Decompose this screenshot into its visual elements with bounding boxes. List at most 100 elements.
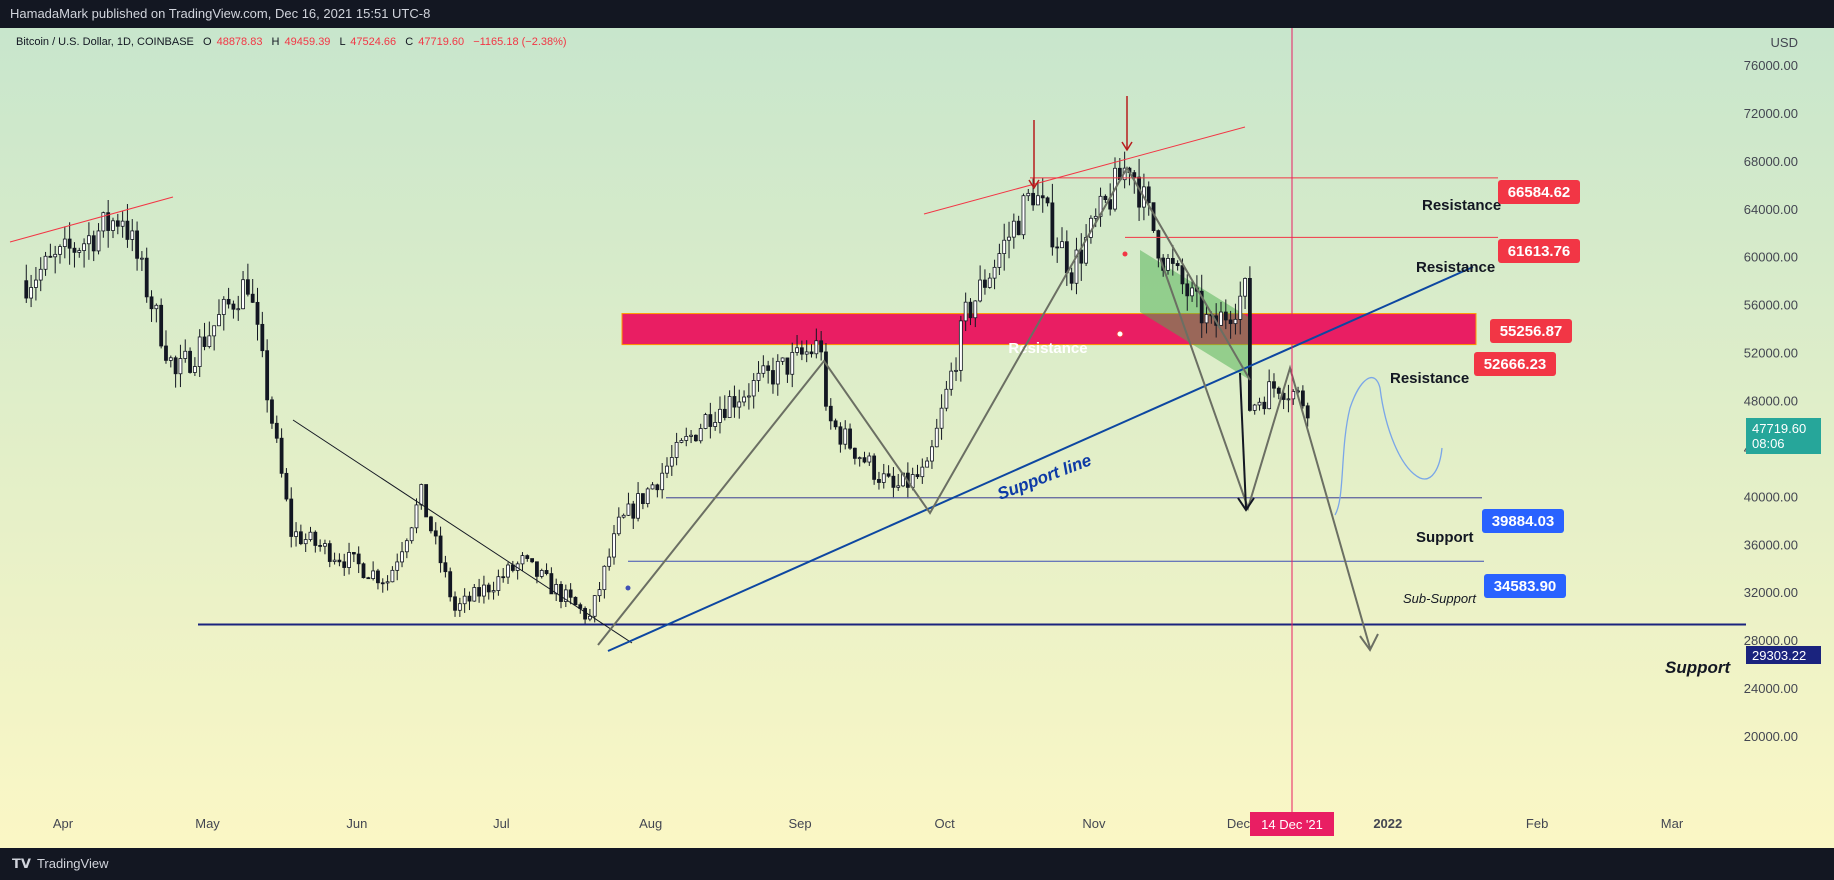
price-scale[interactable]: 76000.00 72000.00 68000.00 64000.00 60000.00… xyxy=(1744,58,1798,744)
candle-body xyxy=(1233,318,1238,325)
candle-body xyxy=(930,446,934,462)
candle-body xyxy=(457,603,462,611)
current-price-text: 47719.60 xyxy=(1752,421,1806,436)
candle-body xyxy=(1199,290,1204,324)
price-tick-label: 20000.00 xyxy=(1744,729,1798,744)
candle-body xyxy=(72,247,77,253)
resistance-label-2: Resistance xyxy=(1416,259,1495,276)
candle-body xyxy=(689,434,693,437)
candle-body xyxy=(665,465,669,474)
candle-body xyxy=(1002,239,1007,254)
candle-body xyxy=(1247,278,1252,411)
down-arrow-head-icon xyxy=(1028,179,1040,190)
candle-body xyxy=(645,488,650,504)
candle-body xyxy=(660,472,665,491)
level-text-39884: 39884.03 xyxy=(1492,513,1555,530)
candle-body xyxy=(616,516,621,535)
candle-body xyxy=(1060,241,1064,249)
time-axis-label: Apr xyxy=(53,816,74,831)
projection-arrowhead-2 xyxy=(1359,633,1379,652)
candle-body xyxy=(231,303,236,310)
price-chart[interactable]: Bitcoin / U.S. Dollar, 1D, COINBASE O 48… xyxy=(0,28,1834,848)
downtrend-line xyxy=(292,419,633,644)
candle-body xyxy=(621,514,626,518)
candle-body xyxy=(1272,381,1276,389)
candle-body xyxy=(799,347,804,355)
crosshair-date: 14 Dec '21 xyxy=(1250,812,1334,836)
candle-body xyxy=(554,584,559,595)
candle-body xyxy=(563,589,568,602)
candle-body xyxy=(1031,192,1036,206)
candle-body xyxy=(1228,319,1233,325)
candle-body xyxy=(178,358,183,375)
candle-body xyxy=(327,543,332,562)
candle-body xyxy=(886,473,891,477)
candle-body xyxy=(588,615,592,620)
candle-body xyxy=(1093,215,1098,219)
candle-body xyxy=(992,266,997,279)
candle-body xyxy=(703,414,708,429)
candle-body xyxy=(429,516,433,532)
candle-body xyxy=(1219,311,1223,326)
candle-body xyxy=(824,351,828,407)
candle-body xyxy=(1252,404,1257,411)
level-anchor-dot xyxy=(1116,330,1124,338)
time-axis-label: Jun xyxy=(346,816,367,831)
candle-body xyxy=(737,401,742,408)
support-price-tag xyxy=(1746,646,1821,664)
candle-body xyxy=(438,535,443,564)
candle-body xyxy=(949,370,954,390)
candle-body xyxy=(896,485,901,488)
candle-body xyxy=(144,257,149,298)
candle-body xyxy=(877,478,881,483)
candle-body xyxy=(881,473,886,483)
candle-body xyxy=(245,279,250,295)
candle-body xyxy=(120,220,125,227)
candle-body xyxy=(496,576,501,591)
candle-body xyxy=(920,466,925,478)
candle-body xyxy=(679,440,684,443)
candle-body xyxy=(1286,398,1291,401)
candle-body xyxy=(592,595,597,617)
crosshair-date-tag xyxy=(1250,812,1334,836)
candle-body xyxy=(848,428,852,449)
candle-body xyxy=(188,350,192,373)
projection-arrowhead xyxy=(1237,497,1255,512)
drawings-over: Resistance xyxy=(9,28,1746,812)
candle-body xyxy=(708,414,713,427)
candle-body xyxy=(539,570,544,577)
candle-body xyxy=(34,279,38,288)
candle-body xyxy=(1074,249,1079,284)
candle-body xyxy=(236,308,241,311)
candle-body xyxy=(1103,195,1108,201)
candle-body xyxy=(780,357,785,362)
candle-body xyxy=(294,531,298,537)
candle-body xyxy=(1026,192,1031,197)
candle-body xyxy=(718,408,722,423)
candle-body xyxy=(318,545,323,547)
price-tick-label: 72000.00 xyxy=(1744,106,1798,121)
level-tag-66584 xyxy=(1498,180,1580,204)
candle-body xyxy=(270,399,274,424)
current-price-tag xyxy=(1746,418,1821,454)
time-axis[interactable]: Apr May Jun Jul Aug Sep Oct Nov Dec 2022 Feb Mar xyxy=(53,816,1684,831)
candle-body xyxy=(535,561,539,577)
candle-body xyxy=(742,396,746,403)
candle-body xyxy=(732,396,737,408)
projection-path xyxy=(1159,257,1371,649)
candle-body xyxy=(506,564,510,578)
candle-body xyxy=(915,474,920,478)
candle-body xyxy=(1098,195,1103,217)
candle-body xyxy=(746,395,751,398)
ohlc-open: 48878.83 xyxy=(217,36,263,48)
candle-body xyxy=(82,243,86,251)
candle-body xyxy=(106,212,111,231)
candle-body xyxy=(323,543,327,547)
candle-body xyxy=(212,325,217,337)
ohlc-change: −1165.18 (−2.38%) xyxy=(473,36,566,48)
support-line-diagonal xyxy=(607,266,1474,652)
candle-body xyxy=(568,589,573,598)
time-axis-label: May xyxy=(195,816,220,831)
candle-body xyxy=(67,238,72,249)
price-tick-label: 64000.00 xyxy=(1744,202,1798,217)
